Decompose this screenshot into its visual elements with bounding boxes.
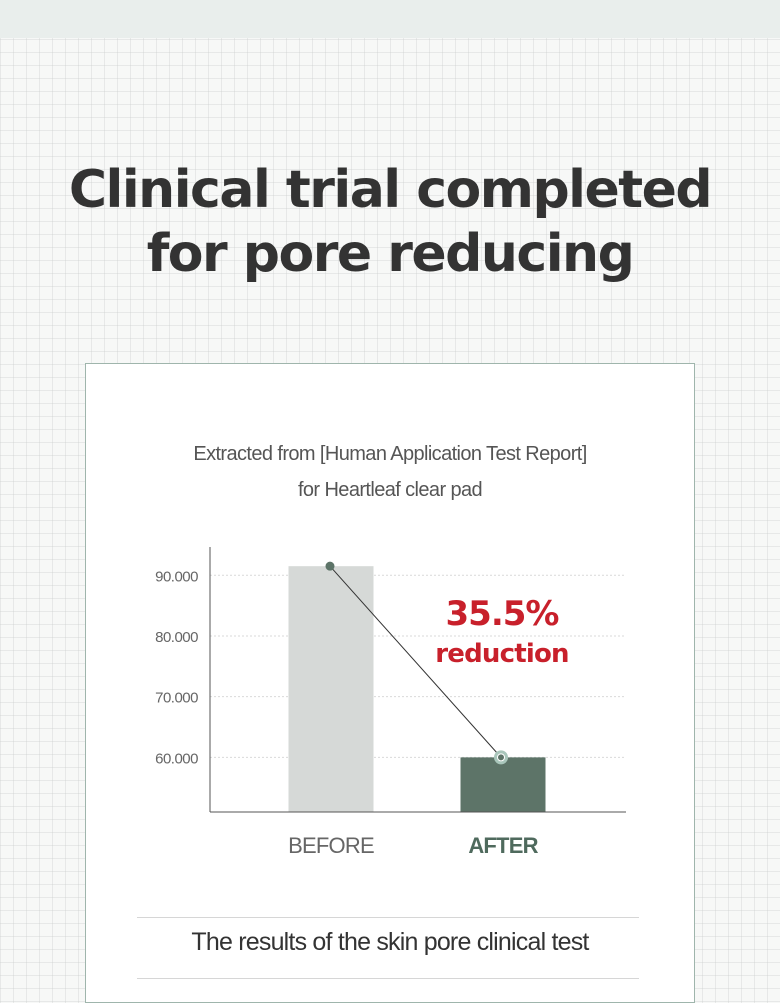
y-tick-label: 70.000 <box>155 690 198 707</box>
y-tick-label: 90.000 <box>155 568 198 585</box>
caption-top-divider <box>137 917 639 918</box>
reduction-percent: 35.5% <box>446 594 559 634</box>
source-line-2: for Heartleaf clear pad <box>297 479 483 501</box>
source-line-1: Extracted from [Human Application Test R… <box>193 443 587 465</box>
results-card: Extracted from [Human Application Test R… <box>85 363 695 1003</box>
bar-after <box>460 757 546 812</box>
x-tick-label-after: AFTER <box>468 833 538 858</box>
title-line-1: Clinical trial completed <box>68 160 713 220</box>
pore-chart: 90.000 80.000 70.000 60.000 BEFORE AFTER 35.5%… <box>155 547 626 858</box>
source-note: Extracted from [Human Application Test R… <box>86 436 694 508</box>
reduction-label: reduction <box>435 639 569 669</box>
title-line-2: for pore reducing <box>146 224 635 284</box>
after-marker <box>498 754 504 761</box>
x-tick-label-before: BEFORE <box>288 833 374 858</box>
bar-before <box>288 566 374 812</box>
page-title: Clinical trial completed for pore reduci… <box>0 158 780 286</box>
top-band <box>0 0 780 38</box>
reduction-trend-line <box>329 565 502 758</box>
caption-bottom-divider <box>137 978 639 979</box>
chart-caption: The results of the skin pore clinical te… <box>191 928 589 956</box>
y-tick-label: 60.000 <box>155 750 198 767</box>
y-tick-label: 80.000 <box>155 629 198 646</box>
before-marker <box>325 561 335 571</box>
